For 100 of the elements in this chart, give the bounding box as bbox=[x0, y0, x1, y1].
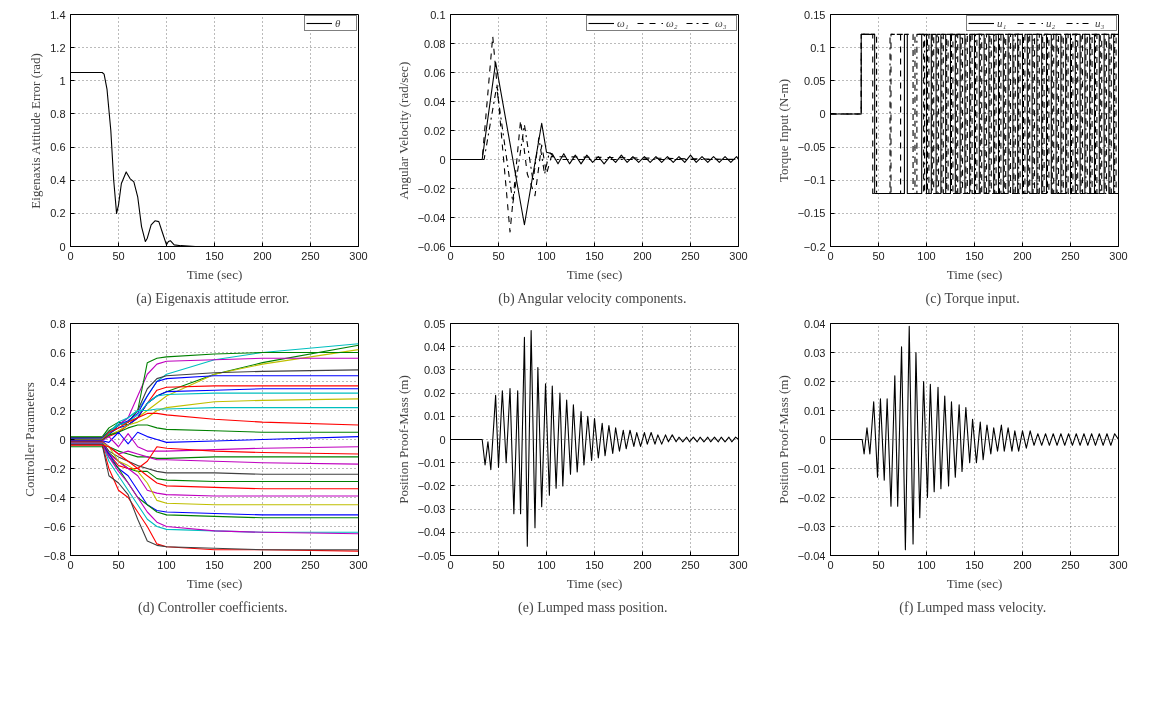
x-tick-label: 300 bbox=[349, 558, 368, 571]
x-tick-label: 50 bbox=[872, 558, 885, 571]
y-tick-label: 0.05 bbox=[804, 74, 826, 87]
x-tick-label: 100 bbox=[917, 249, 936, 262]
y-tick-label: 0.02 bbox=[424, 124, 446, 137]
y-tick-label: 0.03 bbox=[424, 363, 446, 376]
y-tick-label: 0.04 bbox=[424, 340, 446, 353]
x-tick-label: 50 bbox=[112, 249, 125, 262]
y-tick-label: −0.2 bbox=[803, 240, 826, 253]
y-tick-label: −0.03 bbox=[797, 520, 826, 533]
x-tick-label: 100 bbox=[917, 558, 936, 571]
y-tick-label: −0.06 bbox=[417, 240, 446, 253]
x-tick-label: 100 bbox=[157, 249, 176, 262]
y-tick-label: 1.2 bbox=[50, 41, 66, 54]
y-tick-label: 0.8 bbox=[50, 107, 66, 120]
x-axis-title: Time (sec) bbox=[946, 575, 1003, 591]
x-tick-label: 0 bbox=[447, 249, 454, 262]
y-axis-title: Angular Velocity (rad/sec) bbox=[395, 61, 411, 200]
y-tick-label: −0.03 bbox=[417, 503, 446, 516]
x-tick-label: 300 bbox=[1109, 249, 1128, 262]
x-tick-label: 300 bbox=[1109, 558, 1128, 571]
y-tick-label: 0.6 bbox=[50, 346, 66, 359]
y-tick-label: 0.01 bbox=[804, 404, 826, 417]
x-tick-label: 250 bbox=[681, 249, 700, 262]
y-tick-label: −0.1 bbox=[803, 174, 826, 187]
y-axis-title: Position Proof-Mass (m) bbox=[395, 375, 411, 504]
x-tick-label: 300 bbox=[349, 249, 368, 262]
legend-label: ω₂ bbox=[666, 17, 679, 29]
y-tick-label: 0.2 bbox=[50, 207, 66, 220]
x-tick-label: 200 bbox=[633, 558, 652, 571]
x-tick-label: 50 bbox=[492, 558, 505, 571]
x-tick-label: 0 bbox=[447, 558, 454, 571]
x-tick-label: 0 bbox=[67, 558, 74, 571]
x-tick-label: 150 bbox=[205, 558, 224, 571]
x-axis-title: Time (sec) bbox=[566, 575, 623, 591]
y-tick-label: 0.01 bbox=[424, 410, 446, 423]
text: (b) Angular velocity components. bbox=[498, 290, 687, 307]
x-tick-label: 250 bbox=[1061, 249, 1080, 262]
y-tick-label: −0.8 bbox=[43, 549, 66, 562]
legend-label: θ bbox=[335, 17, 342, 29]
y-tick-label: −0.04 bbox=[417, 526, 446, 539]
y-tick-label: 0.02 bbox=[804, 375, 826, 388]
legend-label: u₁ bbox=[997, 17, 1008, 29]
x-tick-label: 250 bbox=[681, 558, 700, 571]
y-tick-label: −0.05 bbox=[797, 141, 826, 154]
legend-label: ω₁ bbox=[617, 17, 630, 29]
x-tick-label: 150 bbox=[205, 249, 224, 262]
y-tick-label: −0.04 bbox=[797, 549, 826, 562]
x-tick-label: 150 bbox=[585, 249, 604, 262]
legend-label: u₃ bbox=[1095, 17, 1106, 29]
y-axis-title: Controller Parameters bbox=[21, 382, 37, 497]
x-tick-label: 50 bbox=[872, 249, 885, 262]
y-tick-label: 1 bbox=[59, 74, 66, 87]
legend-label: ω₃ bbox=[715, 17, 728, 29]
text: (c) Torque input. bbox=[925, 290, 1020, 307]
x-axis-title: Time (sec) bbox=[186, 575, 243, 591]
text: (a) Eigenaxis attitude error. bbox=[136, 290, 290, 307]
x-tick-label: 250 bbox=[301, 558, 320, 571]
y-tick-label: −0.02 bbox=[417, 479, 446, 492]
y-tick-label: −0.01 bbox=[417, 456, 446, 469]
x-tick-label: 200 bbox=[633, 249, 652, 262]
y-tick-label: −0.02 bbox=[417, 182, 446, 195]
y-axis-title: Torque Input (N-m) bbox=[775, 78, 791, 183]
y-tick-label: −0.01 bbox=[797, 462, 826, 475]
y-tick-label: 0 bbox=[439, 153, 446, 166]
y-tick-label: −0.4 bbox=[43, 491, 66, 504]
y-tick-label: 0.02 bbox=[424, 387, 446, 400]
text: (e) Lumped mass position. bbox=[518, 599, 668, 616]
y-axis-title: Position Proof-Mass (m) bbox=[775, 375, 791, 504]
y-tick-label: −0.05 bbox=[417, 549, 446, 562]
y-tick-label: 0.1 bbox=[430, 8, 446, 21]
x-axis-title: Time (sec) bbox=[946, 266, 1003, 282]
x-tick-label: 0 bbox=[827, 249, 834, 262]
text: (f) Lumped mass velocity. bbox=[899, 599, 1047, 616]
x-axis-title: Time (sec) bbox=[566, 266, 623, 282]
y-tick-label: −0.6 bbox=[43, 520, 66, 533]
y-tick-label: 0.04 bbox=[424, 95, 446, 108]
x-tick-label: 250 bbox=[301, 249, 320, 262]
x-axis-title: Time (sec) bbox=[186, 266, 243, 282]
y-tick-label: 0.08 bbox=[424, 37, 446, 50]
x-tick-label: 250 bbox=[1061, 558, 1080, 571]
y-tick-label: 0.4 bbox=[50, 375, 66, 388]
x-tick-label: 200 bbox=[1013, 558, 1032, 571]
text: (d) Controller coefficients. bbox=[138, 599, 288, 616]
y-tick-label: 0 bbox=[819, 107, 826, 120]
x-tick-label: 50 bbox=[492, 249, 505, 262]
x-tick-label: 200 bbox=[253, 249, 272, 262]
y-tick-label: 0.8 bbox=[50, 317, 66, 330]
x-tick-label: 50 bbox=[112, 558, 125, 571]
x-tick-label: 300 bbox=[729, 558, 748, 571]
x-tick-label: 0 bbox=[827, 558, 834, 571]
y-tick-label: 0.6 bbox=[50, 141, 66, 154]
y-tick-label: 0 bbox=[819, 433, 826, 446]
y-tick-label: 1.4 bbox=[50, 8, 66, 21]
x-tick-label: 100 bbox=[537, 249, 556, 262]
x-tick-label: 300 bbox=[729, 249, 748, 262]
y-tick-label: 0.4 bbox=[50, 174, 66, 187]
x-tick-label: 150 bbox=[585, 558, 604, 571]
y-tick-label: 0.04 bbox=[804, 317, 826, 330]
y-tick-label: 0.15 bbox=[804, 8, 826, 21]
